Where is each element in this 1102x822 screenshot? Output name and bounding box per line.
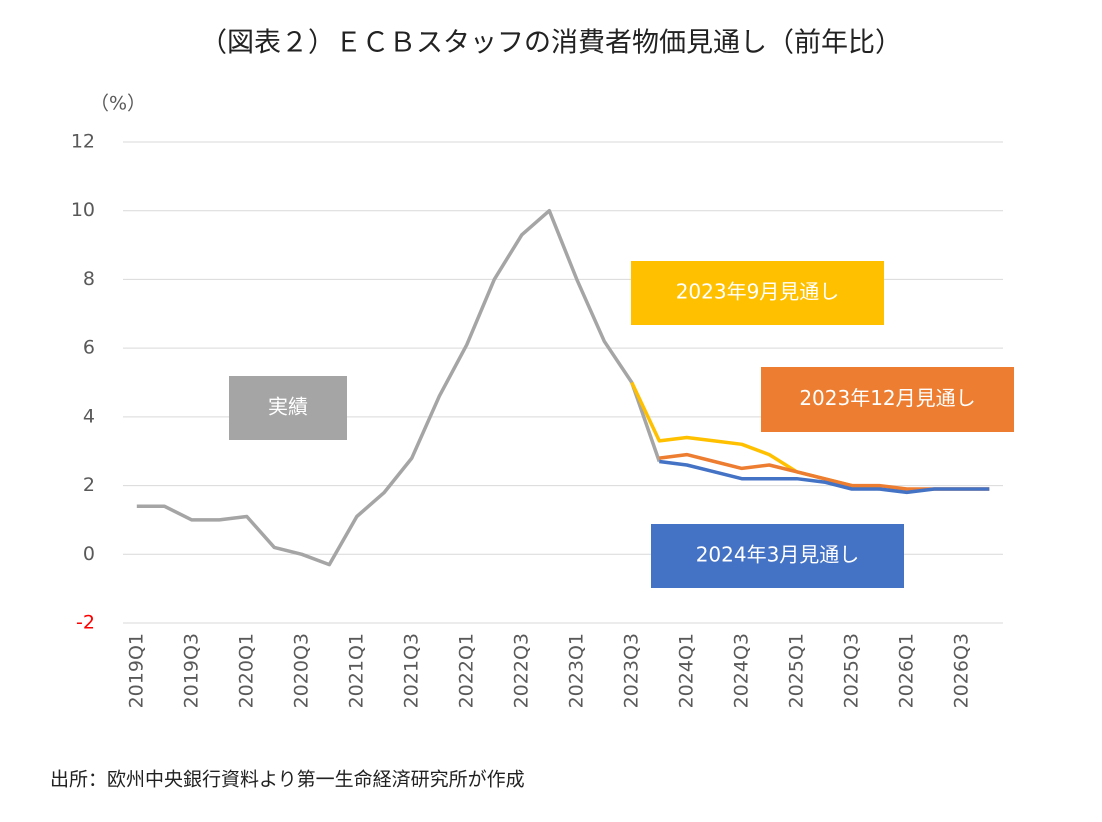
y-tick-label: 2: [83, 474, 95, 496]
legend-label: 2023年12月見通し: [799, 386, 975, 410]
x-tick-label: 2020Q1: [235, 633, 257, 708]
y-tick-label: -2: [76, 612, 95, 634]
x-tick-label: 2024Q3: [730, 633, 752, 708]
legend-box: [761, 367, 1014, 432]
y-tick-label: 12: [71, 131, 95, 153]
chart-title: （図表２）ＥＣＢスタッフの消費者物価見通し（前年比）: [200, 28, 902, 59]
x-tick-label: 2025Q1: [785, 633, 807, 708]
x-tick-label: 2026Q3: [950, 633, 972, 708]
y-tick-label: 0: [83, 543, 95, 565]
y-tick-label: 6: [83, 337, 95, 359]
legend-label: 実績: [268, 395, 308, 419]
x-tick-label: 2024Q1: [675, 633, 697, 708]
x-tick-label: 2022Q1: [455, 633, 477, 708]
x-tick-label: 2021Q3: [400, 633, 422, 708]
x-tick-label: 2023Q3: [620, 633, 642, 708]
series-line: [659, 459, 990, 495]
x-tick-label: 2023Q1: [565, 633, 587, 708]
legend-box: [631, 261, 884, 325]
legend-box: [229, 376, 347, 440]
legend-label: 2023年9月見通し: [676, 280, 840, 304]
legend-label: 2024年3月見通し: [696, 543, 860, 567]
legend-box: [651, 524, 904, 588]
x-tick-label: 2019Q3: [180, 633, 202, 708]
x-tick-label: 2019Q1: [125, 633, 147, 708]
x-tick-label: 2026Q1: [895, 633, 917, 708]
y-tick-label: 10: [71, 199, 95, 221]
x-tick-label: 2021Q1: [345, 633, 367, 708]
series-line: [136, 208, 661, 567]
y-axis-label: （%）: [90, 93, 146, 115]
x-tick-label: 2025Q3: [840, 633, 862, 708]
y-tick-label: 8: [83, 268, 95, 290]
x-tick-label: 2020Q3: [290, 633, 312, 708]
source-note: 出所：欧州中央銀行資料より第一生命経済研究所が作成: [50, 769, 525, 791]
x-tick-label: 2022Q3: [510, 633, 532, 708]
y-tick-label: 4: [83, 405, 95, 427]
